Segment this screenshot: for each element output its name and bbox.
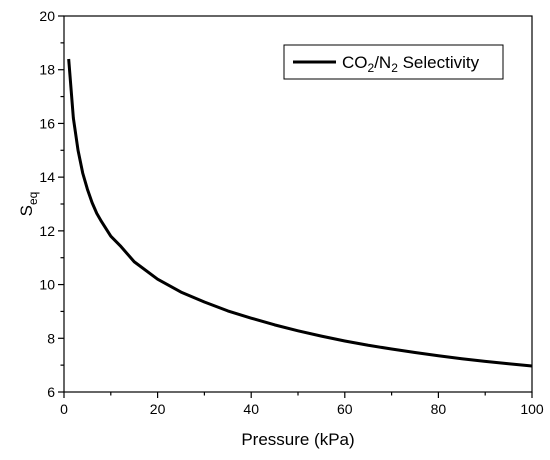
y-tick-label: 8 bbox=[47, 330, 55, 346]
x-tick-label: 0 bbox=[60, 401, 68, 417]
tick-labels: 0 20 40 60 80 100 6 8 10 12 14 16 18 20 bbox=[39, 8, 543, 417]
x-tick-label: 60 bbox=[337, 401, 353, 417]
x-tick-label: 40 bbox=[243, 401, 259, 417]
series-line-co2-n2-selectivity bbox=[67, 58, 533, 368]
y-tick-label: 16 bbox=[39, 115, 55, 131]
legend-label-part3: Selectivity bbox=[398, 53, 480, 72]
legend-label-part1: CO bbox=[342, 53, 368, 72]
tick-marks bbox=[58, 15, 533, 398]
y-axis-title-sub: eq bbox=[26, 192, 40, 205]
x-tick-label: 80 bbox=[431, 401, 447, 417]
y-tick-label: 20 bbox=[39, 8, 55, 24]
x-axis-title: Pressure (kPa) bbox=[241, 430, 354, 449]
legend: CO2/N2 Selectivity bbox=[283, 44, 504, 80]
y-tick-label: 6 bbox=[47, 384, 55, 400]
y-tick-label: 10 bbox=[39, 277, 55, 293]
legend-label-part2: /N bbox=[374, 53, 391, 72]
y-tick-label: 14 bbox=[39, 169, 55, 185]
legend-label-sub1: 2 bbox=[368, 61, 375, 75]
x-tick-label: 100 bbox=[520, 401, 544, 417]
legend-label: CO2/N2 Selectivity bbox=[342, 53, 480, 75]
y-tick-label: 18 bbox=[39, 62, 55, 78]
y-axis-title-main: S bbox=[17, 205, 36, 216]
y-axis-title: Seq bbox=[17, 192, 40, 217]
x-tick-label: 20 bbox=[150, 401, 166, 417]
legend-label-sub2: 2 bbox=[391, 61, 398, 75]
y-tick-label: 12 bbox=[39, 223, 55, 239]
